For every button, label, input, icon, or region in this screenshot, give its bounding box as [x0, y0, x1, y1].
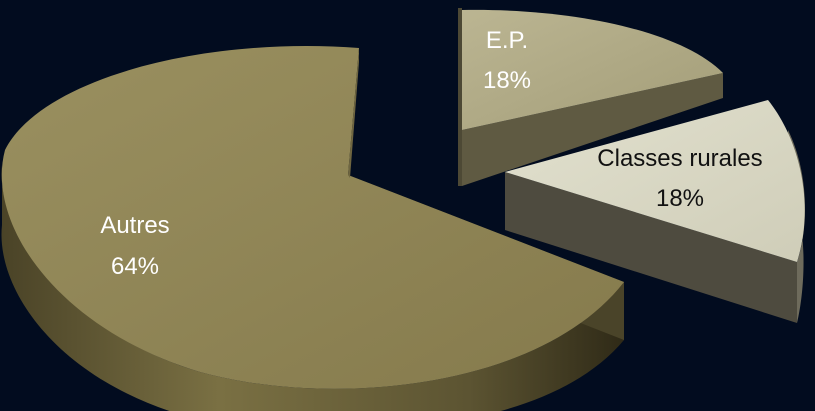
slice-ep-top: [462, 9, 723, 130]
slice-ep-cut-side: [458, 8, 462, 186]
slice-autres[interactable]: [1, 46, 624, 411]
label-classes-rurales-name: Classes rurales: [597, 145, 762, 172]
slice-autres-top: [1, 46, 624, 389]
label-ep-value: 18%: [483, 67, 531, 94]
label-classes-rurales: Classes rurales 18%: [597, 145, 762, 212]
slice-classes-rurales[interactable]: [505, 100, 806, 323]
slice-autres-back-wall: [348, 48, 359, 178]
slice-ep-side: [462, 73, 723, 186]
label-autres-value: 64%: [111, 253, 159, 280]
label-autres-name: Autres: [100, 212, 169, 239]
label-ep-name: E.P.: [486, 27, 528, 54]
slice-classes-rurales-cut-side: [505, 172, 797, 323]
slice-ep[interactable]: [458, 8, 723, 186]
label-classes-rurales-value: 18%: [656, 185, 704, 212]
label-ep: E.P. 18%: [483, 27, 531, 94]
slice-classes-rurales-top: [505, 100, 805, 262]
label-autres: Autres 64%: [100, 212, 169, 280]
slice-autres-side: [1, 165, 624, 411]
